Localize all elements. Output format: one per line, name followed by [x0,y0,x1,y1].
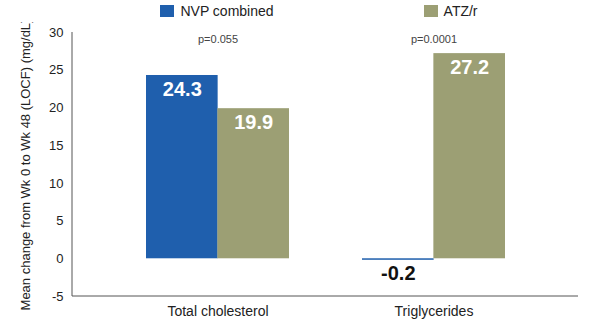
svg-text:25: 25 [49,62,63,77]
html-text:NVP combined: NVP combined [180,3,274,19]
svg-text:20: 20 [49,100,63,115]
svg-text:Mean change from Wk 0 to Wk 48: Mean change from Wk 0 to Wk 48 (LOCF) (m… [18,22,33,310]
svg-text:5: 5 [56,213,63,228]
svg-text:p=0.0001: p=0.0001 [411,33,457,45]
svg-text:27.2: 27.2 [450,56,489,78]
svg-text:Total cholesterol: Total cholesterol [167,303,268,319]
svg-text:19.9: 19.9 [234,111,273,133]
svg-text:Triglycerides: Triglycerides [395,303,474,319]
svg-text:-5: -5 [52,289,64,304]
svg-text:10: 10 [49,176,63,191]
svg-text:30: 30 [49,25,63,40]
svg-text:0: 0 [56,251,63,266]
svg-text:p=0.055: p=0.055 [198,33,238,45]
svg-text:24.3: 24.3 [163,78,202,100]
svg-text:15: 15 [49,138,63,153]
html-text:ATZ/r: ATZ/r [443,3,478,19]
svg-text:-0.2: -0.2 [381,262,415,284]
